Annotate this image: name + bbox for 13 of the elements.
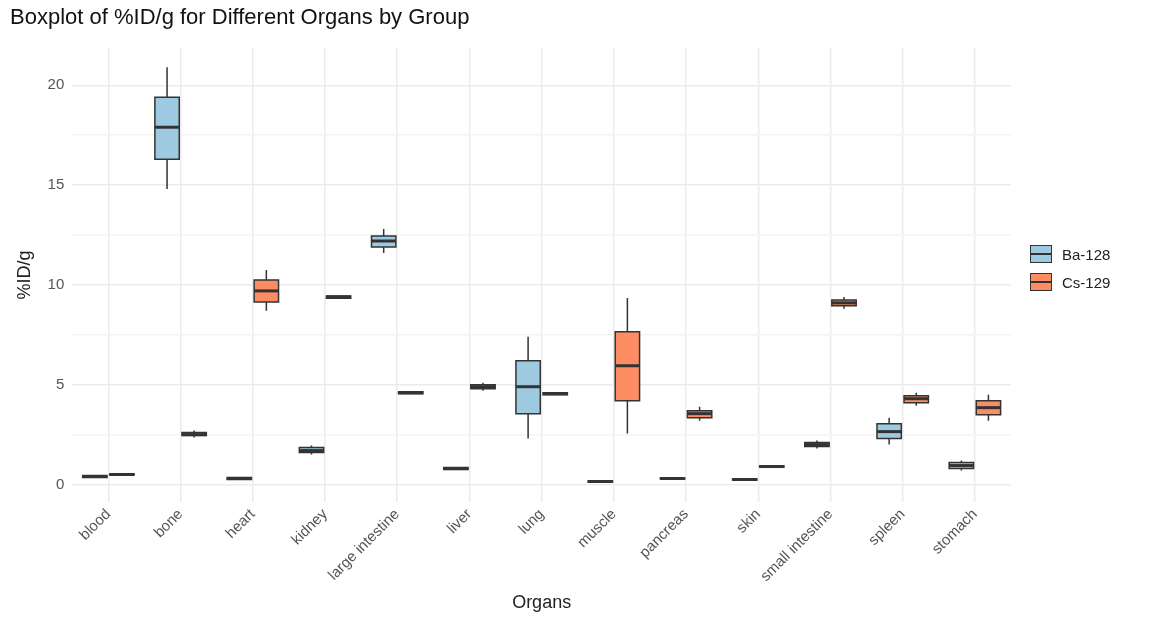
legend-label: Cs-129 — [1062, 273, 1111, 291]
x-tick-label: lung — [514, 504, 547, 537]
chart-title: Boxplot of %ID/g for Different Organs by Group — [10, 4, 470, 30]
x-axis-title: Organs — [512, 592, 572, 613]
x-tick-label: skin — [732, 504, 764, 536]
y-tick-label: 10 — [47, 275, 65, 293]
x-tick-label: liver — [443, 504, 475, 537]
y-tick-label: 5 — [55, 374, 65, 392]
y-tick-label: 20 — [47, 75, 65, 93]
y-axis-title: %ID/g — [13, 250, 34, 300]
legend-label: Ba-128 — [1062, 245, 1111, 263]
y-tick-label: 0 — [55, 474, 65, 492]
y-tick-label: 15 — [47, 175, 65, 193]
